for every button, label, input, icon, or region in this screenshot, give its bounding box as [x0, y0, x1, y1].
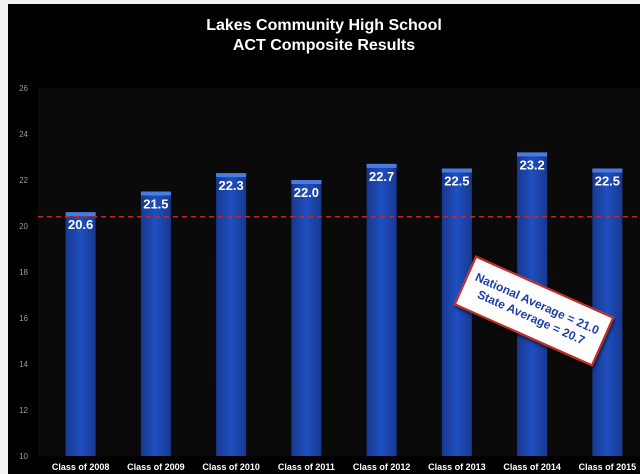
- bar-top: [65, 212, 96, 217]
- bar-value-label: 22.0: [294, 185, 319, 200]
- plot-area: [38, 88, 640, 456]
- bar: [65, 212, 96, 456]
- bar-value-label: 20.6: [68, 217, 93, 232]
- bar-value-label: 22.5: [595, 174, 620, 189]
- chart-title: Lakes Community High School ACT Composit…: [8, 16, 640, 56]
- x-tick-label: Class of 2008: [52, 462, 110, 472]
- x-tick-label: Class of 2015: [579, 462, 637, 472]
- chart-title-line-2: ACT Composite Results: [232, 37, 416, 54]
- bar-top: [366, 163, 397, 168]
- bar-value-label: 22.5: [444, 174, 469, 189]
- x-tick-label: Class of 2013: [428, 462, 486, 472]
- bar: [140, 191, 171, 456]
- y-tick-label: 14: [19, 360, 28, 369]
- x-tick-label: Class of 2009: [127, 462, 185, 472]
- bar-top: [291, 180, 322, 184]
- bar: [366, 163, 397, 456]
- y-tick-label: 26: [19, 84, 28, 93]
- bar-value-label: 22.7: [369, 169, 394, 184]
- bar-top: [441, 168, 472, 173]
- x-tick-label: Class of 2014: [503, 462, 561, 472]
- chart-frame: Lakes Community High School ACT Composit…: [8, 4, 640, 474]
- chart-title-line-1: Lakes Community High School: [206, 17, 442, 34]
- bar-top: [216, 173, 247, 178]
- bar-top: [140, 191, 171, 196]
- x-tick-label: Class of 2011: [278, 462, 335, 472]
- bar: [291, 180, 322, 456]
- bar-top: [517, 152, 548, 157]
- bar-value-label: 22.3: [218, 178, 243, 193]
- y-tick-label: 20: [19, 222, 28, 231]
- y-tick-label: 16: [19, 314, 28, 323]
- y-tick-label: 12: [19, 406, 28, 415]
- y-tick-label: 24: [19, 130, 28, 139]
- y-tick-label: 18: [19, 268, 28, 277]
- x-tick-label: Class of 2010: [202, 462, 260, 472]
- x-tick-label: Class of 2012: [353, 462, 411, 472]
- bar-chart: 10 12 14 16 18 20 22 24 26 20.6 Class of 2008 21.5 C…: [19, 84, 640, 472]
- bar: [216, 173, 247, 456]
- y-tick-label: 22: [19, 176, 28, 185]
- bar-top: [592, 168, 623, 173]
- bar-value-label: 21.5: [143, 197, 168, 212]
- bar: [441, 168, 472, 456]
- bar-value-label: 23.2: [519, 157, 544, 172]
- y-tick-label: 10: [19, 452, 28, 461]
